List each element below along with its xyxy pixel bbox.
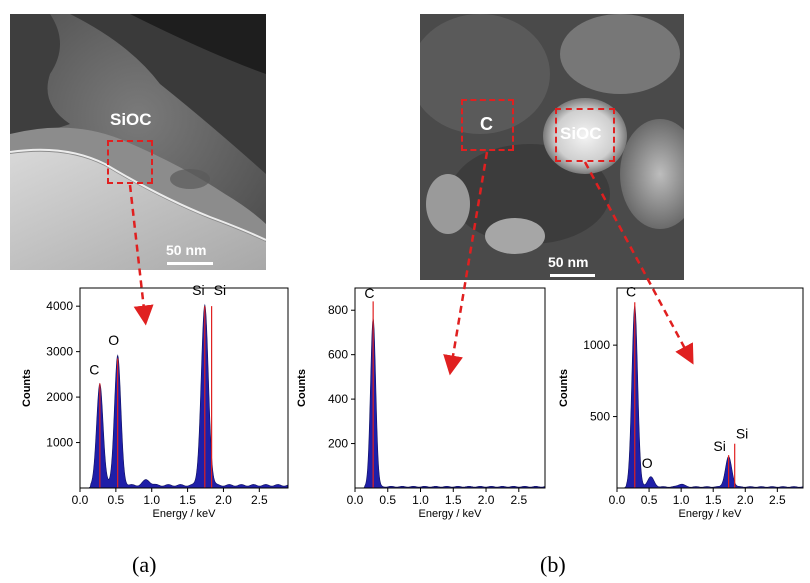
x-tick-label: 0.0	[72, 493, 89, 507]
roi-box-a	[107, 140, 153, 184]
spectrum-area	[621, 305, 804, 489]
plot-frame	[354, 287, 546, 489]
spectrum-area	[85, 303, 289, 489]
element-label: Si	[713, 438, 725, 454]
region-label-sioc-a: SiOC	[110, 110, 152, 129]
y-tick-label: 600	[328, 348, 348, 362]
element-label: C	[89, 361, 99, 377]
y-tick-label: 4000	[46, 299, 73, 313]
arrow-a	[128, 184, 154, 326]
element-label: Si	[192, 282, 204, 298]
x-tick-label: 2.5	[510, 493, 527, 507]
arrow-b-sioc	[583, 161, 694, 365]
tem-image-b-graphic	[420, 14, 684, 280]
scale-bar-label-b: 50 nm	[548, 254, 589, 270]
element-label: O	[642, 455, 653, 471]
eds-spectrum-a: 0.0 0.5 1.0 1.5 2.0 2.5 1000 2000 3000 4000 Energy…	[21, 282, 289, 520]
x-tick-label: 1.5	[705, 493, 722, 507]
y-tick-label: 1000	[583, 338, 610, 352]
x-tick-label: 2.0	[737, 493, 754, 507]
x-tick-label: 0.5	[108, 493, 125, 507]
y-axis-label: Counts	[21, 369, 33, 407]
x-axis-label: Energy / keV	[679, 508, 743, 520]
panel-label-a: (a)	[132, 552, 157, 577]
element-label: Si	[214, 282, 226, 298]
scale-bar-b	[550, 274, 595, 277]
x-tick-label: 1.5	[445, 493, 462, 507]
x-tick-label: 2.0	[478, 493, 495, 507]
x-tick-label: 0.0	[347, 493, 364, 507]
eds-spectrum-b-c-region: 0.0 0.5 1.0 1.5 2.0 2.5 200 400 600 800 Energy / k…	[296, 285, 546, 520]
tem-image-a: SiOC 50 nm	[10, 14, 266, 270]
x-tick-label: 1.5	[179, 493, 196, 507]
tem-image-a-graphic	[10, 14, 266, 270]
y-tick-label: 200	[328, 437, 348, 451]
roi-box-c	[461, 99, 514, 151]
x-tick-label: 0.0	[609, 493, 626, 507]
plot-frame	[79, 287, 289, 489]
x-tick-label: 0.5	[379, 493, 396, 507]
y-tick-label: 1000	[46, 436, 73, 450]
x-tick-label: 0.5	[641, 493, 658, 507]
y-axis-label: Counts	[558, 369, 570, 407]
x-tick-label: 1.0	[412, 493, 429, 507]
x-tick-label: 2.5	[769, 493, 786, 507]
element-label: Si	[736, 426, 748, 442]
scale-bar-a	[167, 262, 213, 265]
element-label: C	[626, 284, 636, 300]
x-tick-label: 1.0	[673, 493, 690, 507]
y-tick-label: 500	[590, 410, 610, 424]
x-tick-label: 2.5	[251, 493, 268, 507]
x-axis-label: Energy / keV	[419, 508, 483, 520]
eds-spectrum-b-sioc-region: 0.0 0.5 1.0 1.5 2.0 2.5 500 1000 Energy / keV Cou…	[558, 284, 804, 520]
spectrum-area	[360, 318, 546, 489]
element-label: C	[364, 285, 374, 301]
roi-box-sioc-b	[555, 108, 615, 162]
y-axis-label: Counts	[296, 369, 308, 407]
y-tick-label: 2000	[46, 390, 73, 404]
region-label-c: C	[480, 114, 493, 134]
y-tick-label: 3000	[46, 345, 73, 359]
x-axis-label: Energy / keV	[153, 508, 217, 520]
x-tick-label: 2.0	[215, 493, 232, 507]
region-label-sioc-b: SiOC	[560, 124, 602, 143]
y-tick-label: 800	[328, 303, 348, 317]
plot-frame	[616, 287, 804, 489]
arrow-b-c	[443, 151, 489, 376]
scale-bar-label-a: 50 nm	[166, 242, 207, 258]
tem-image-b: C SiOC 50 nm	[420, 14, 684, 280]
panel-label-b: (b)	[540, 552, 566, 577]
y-tick-label: 400	[328, 392, 348, 406]
element-label: O	[108, 332, 119, 348]
x-tick-label: 1.0	[143, 493, 160, 507]
